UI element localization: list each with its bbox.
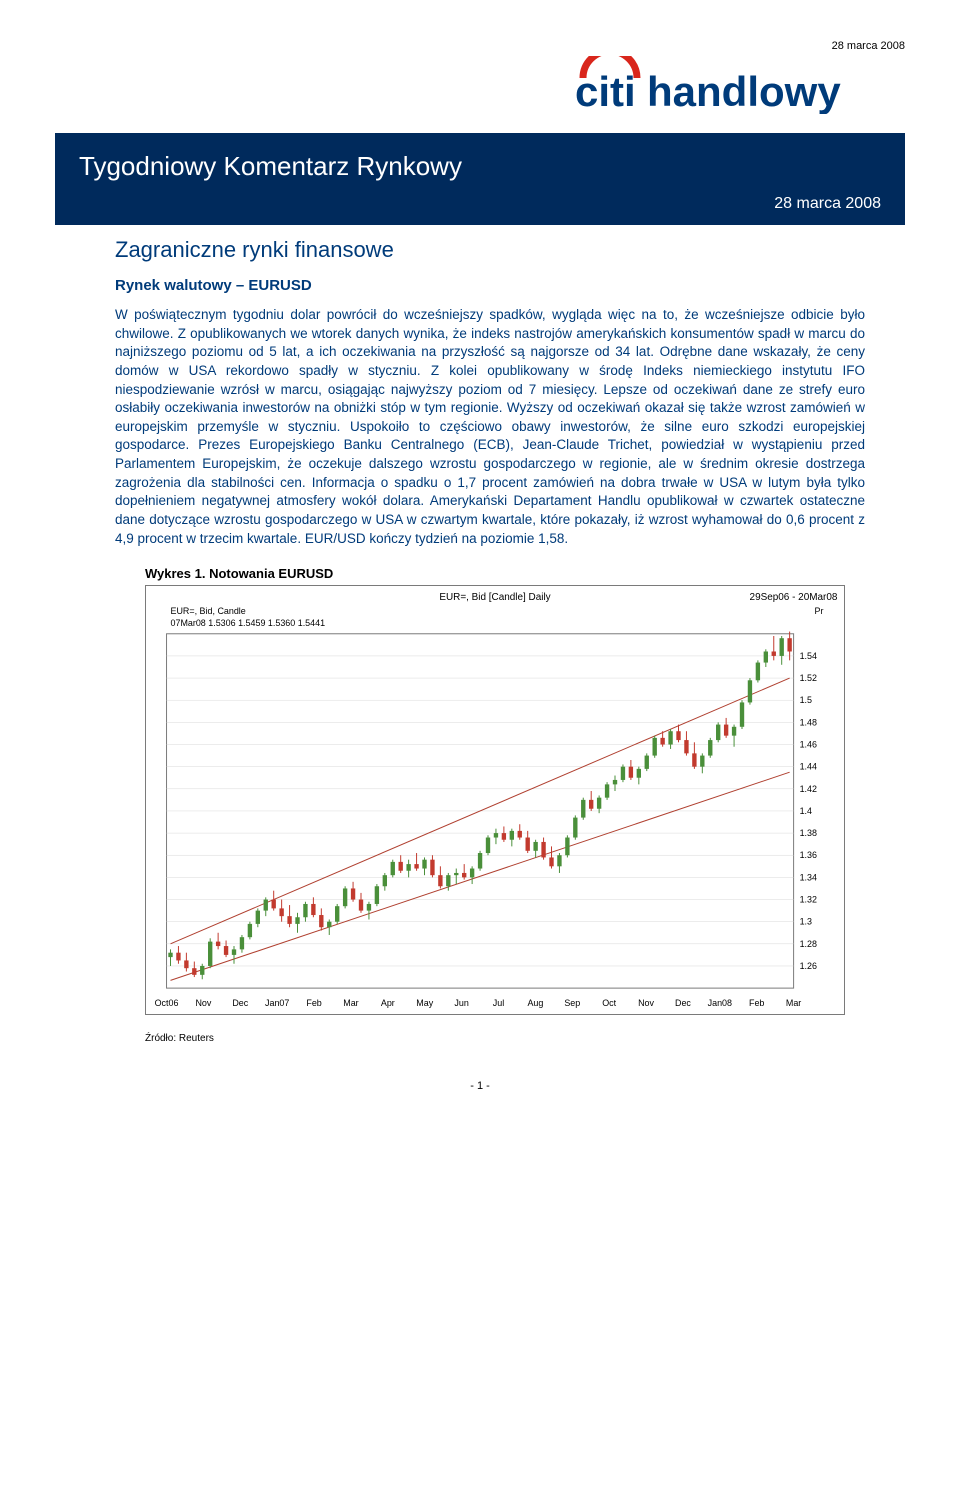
svg-text:1.4: 1.4 <box>800 806 812 816</box>
svg-text:1.42: 1.42 <box>800 784 817 794</box>
chart-title: Wykres 1. Notowania EURUSD <box>115 566 865 581</box>
svg-text:Jan08: Jan08 <box>708 998 732 1008</box>
content-area: Zagraniczne rynki finansowe Rynek waluto… <box>55 237 905 1044</box>
svg-text:29Sep06 - 20Mar08: 29Sep06 - 20Mar08 <box>750 592 838 603</box>
banner-title: Tygodniowy Komentarz Rynkowy <box>79 151 881 182</box>
logo-handlowy-text: handlowy <box>647 68 841 114</box>
svg-text:1.28: 1.28 <box>800 939 817 949</box>
body-paragraph: W poświątecznym tygodniu dolar powrócił … <box>115 306 865 548</box>
svg-text:Feb: Feb <box>749 998 764 1008</box>
svg-text:1.54: 1.54 <box>800 651 817 661</box>
logo-row: citi handlowy <box>55 56 905 119</box>
svg-text:1.26: 1.26 <box>800 961 817 971</box>
title-banner: Tygodniowy Komentarz Rynkowy 28 marca 20… <box>55 133 905 225</box>
svg-text:Jan07: Jan07 <box>265 998 289 1008</box>
document-page: 28 marca 2008 citi handlowy Tygodniowy K… <box>0 0 960 1122</box>
svg-text:Jul: Jul <box>493 998 504 1008</box>
svg-text:Sep: Sep <box>564 998 580 1008</box>
svg-text:Oct: Oct <box>602 998 616 1008</box>
svg-text:Mar: Mar <box>786 998 801 1008</box>
svg-text:Nov: Nov <box>195 998 211 1008</box>
svg-text:Pr: Pr <box>815 606 824 616</box>
svg-text:EUR=, Bid, Candle: EUR=, Bid, Candle <box>171 606 246 616</box>
svg-text:1.48: 1.48 <box>800 717 817 727</box>
page-footer: - 1 - <box>55 1080 905 1092</box>
svg-text:Dec: Dec <box>675 998 691 1008</box>
citi-handlowy-logo: citi handlowy <box>575 56 905 114</box>
svg-text:1.5: 1.5 <box>800 695 812 705</box>
svg-text:Feb: Feb <box>306 998 321 1008</box>
svg-text:Apr: Apr <box>381 998 395 1008</box>
svg-text:Nov: Nov <box>638 998 654 1008</box>
svg-text:07Mar08 1.5306 1.5459 1.5360 1: 07Mar08 1.5306 1.5459 1.5360 1.5441 <box>171 618 326 628</box>
section-heading: Zagraniczne rynki finansowe <box>115 237 865 263</box>
svg-text:Oct06: Oct06 <box>155 998 179 1008</box>
svg-text:1.38: 1.38 <box>800 828 817 838</box>
svg-text:1.52: 1.52 <box>800 673 817 683</box>
eurusd-chart: EUR=, Bid [Candle] Daily 29Sep06 - 20Mar0… <box>145 585 845 1015</box>
chart-container: EUR=, Bid [Candle] Daily 29Sep06 - 20Mar0… <box>115 585 865 1015</box>
svg-text:1.36: 1.36 <box>800 850 817 860</box>
svg-text:Aug: Aug <box>527 998 543 1008</box>
svg-text:1.44: 1.44 <box>800 762 817 772</box>
svg-text:EUR=, Bid [Candle] Daily: EUR=, Bid [Candle] Daily <box>439 592 550 603</box>
svg-text:1.34: 1.34 <box>800 872 817 882</box>
header-date: 28 marca 2008 <box>55 40 905 52</box>
banner-date: 28 marca 2008 <box>774 195 881 213</box>
svg-text:Jun: Jun <box>454 998 468 1008</box>
subsection-heading: Rynek walutowy – EURUSD <box>115 277 865 294</box>
svg-text:Dec: Dec <box>232 998 248 1008</box>
svg-text:Mar: Mar <box>343 998 358 1008</box>
chart-source: Źródło: Reuters <box>115 1033 865 1044</box>
svg-text:1.46: 1.46 <box>800 740 817 750</box>
svg-text:1.3: 1.3 <box>800 917 812 927</box>
svg-text:1.32: 1.32 <box>800 895 817 905</box>
logo-citi-text: citi <box>575 68 636 114</box>
svg-text:May: May <box>416 998 433 1008</box>
